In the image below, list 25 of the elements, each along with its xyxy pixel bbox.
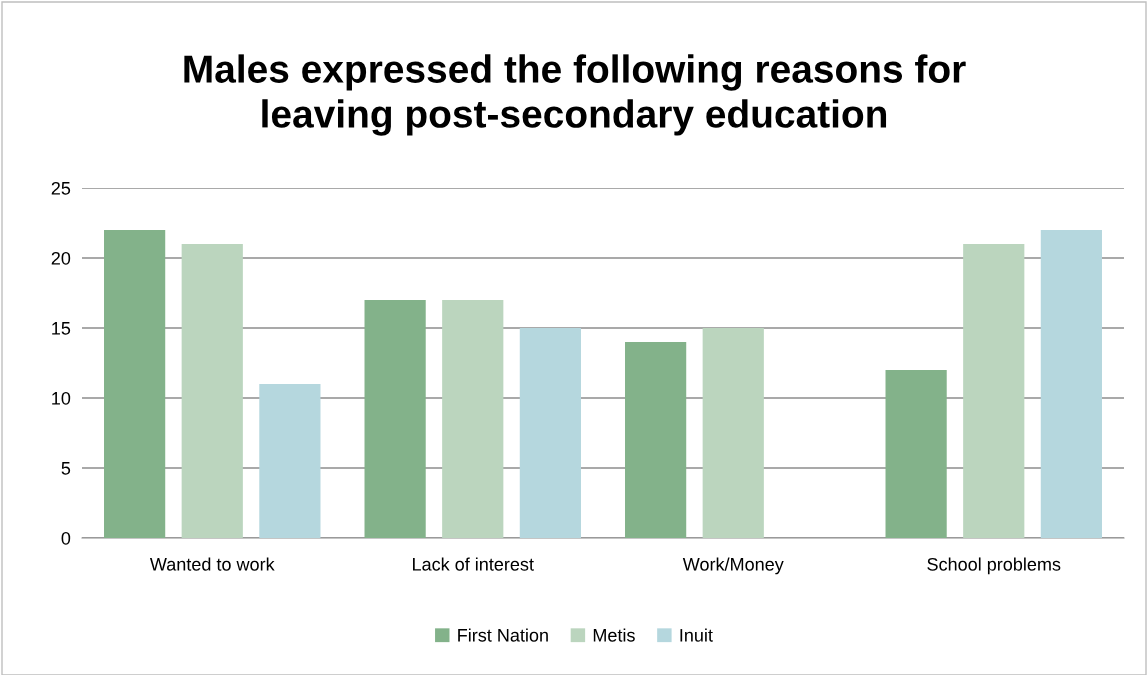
- bar: [625, 342, 687, 538]
- y-tick-label: 0: [61, 531, 71, 545]
- bar: [1040, 230, 1102, 538]
- legend-label: Inuit: [680, 628, 713, 642]
- bar: [442, 300, 504, 538]
- bar: [519, 328, 581, 538]
- bar: [104, 230, 166, 538]
- y-tick-label: 25: [51, 181, 71, 195]
- y-tick-label: 15: [52, 322, 71, 335]
- x-tick-label: Lack of interest: [413, 557, 534, 571]
- legend-label: First Nation: [458, 628, 548, 642]
- bar: [885, 370, 947, 538]
- legend-label: Metis: [593, 628, 635, 642]
- bar: [259, 384, 321, 538]
- bar: [181, 244, 243, 538]
- x-tick-label: Wanted to work: [149, 557, 275, 571]
- bar: [963, 244, 1025, 538]
- x-tick-label: School problems: [927, 557, 1061, 575]
- chart-title: Males expressed the following reasons for leaving post-secondary education: [184, 54, 966, 136]
- y-tick-label: 20: [51, 251, 71, 265]
- y-tick-label: 10: [52, 391, 71, 405]
- bar: [364, 300, 426, 538]
- bar: [702, 328, 764, 538]
- x-tick-label: Work/Money: [682, 557, 784, 575]
- y-tick-label: 5: [61, 462, 71, 475]
